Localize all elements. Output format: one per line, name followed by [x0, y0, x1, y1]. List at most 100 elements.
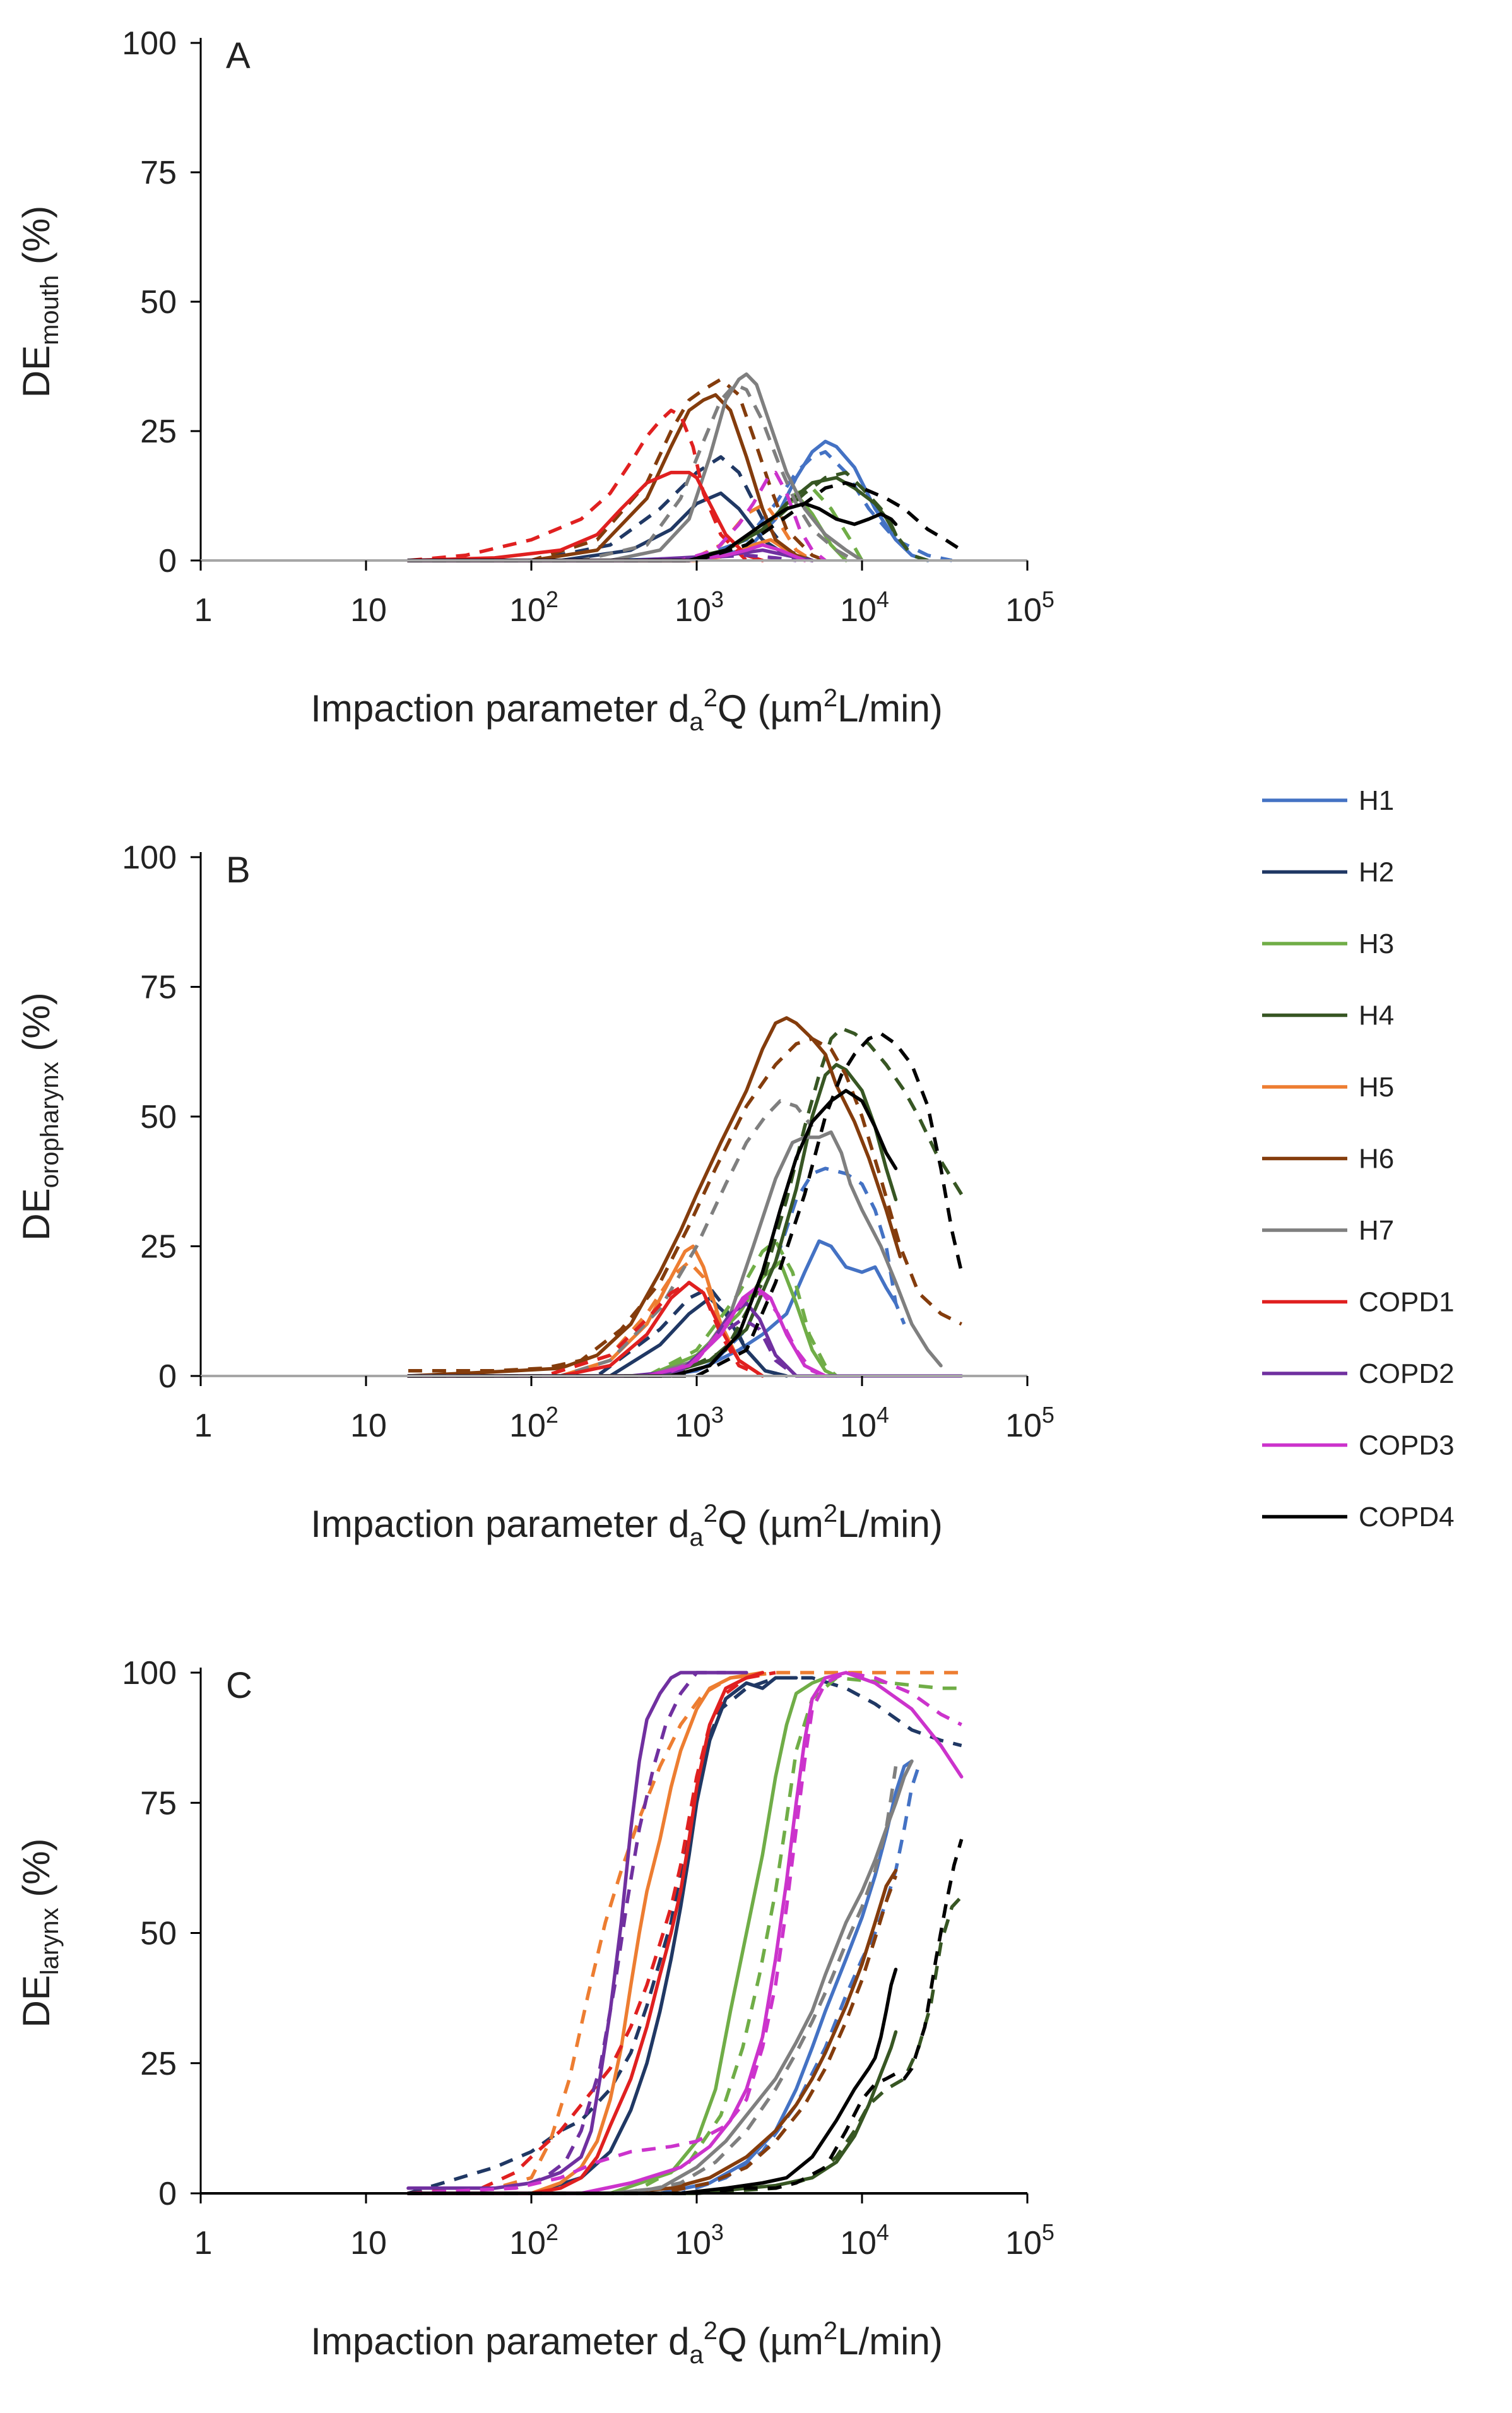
- legend-item-copd1: COPD1: [1262, 1287, 1455, 1318]
- panel-b-series: [406, 1016, 964, 1378]
- y-tick-label: 25: [140, 2046, 177, 2082]
- series-line-copd1-dashed: [408, 1671, 776, 2195]
- legend-item-h7: H7: [1262, 1215, 1394, 1246]
- x-tick-label: 103: [675, 1402, 724, 1444]
- x-tick-label: 10: [350, 592, 387, 629]
- series-line-h6-solid: [406, 1868, 898, 2195]
- series-line-h6-dashed: [408, 377, 826, 562]
- series-line-copd3-solid: [406, 1671, 964, 2195]
- legend-item-copd2: COPD2: [1262, 1358, 1455, 1389]
- series-line-h7-solid: [406, 372, 864, 562]
- legend-item-h5: H5: [1262, 1072, 1394, 1103]
- series-line-h4-dashed: [408, 1026, 964, 1378]
- x-tick-label: 105: [1005, 586, 1054, 629]
- legend-label: H2: [1359, 857, 1394, 888]
- series-line-h7-dashed: [408, 1766, 898, 2195]
- panel-letter: B: [226, 850, 251, 891]
- x-tick-label: 102: [509, 2219, 558, 2262]
- series-line-h6-dashed: [408, 1036, 962, 1373]
- series-line-h6-solid: [406, 1016, 902, 1378]
- y-axis-title: DElarynx (%): [15, 1838, 64, 2027]
- series-line-copd2-dashed: [408, 1671, 726, 2190]
- series-line-h1-dashed: [408, 450, 953, 562]
- series-line-copd3-dashed: [408, 470, 827, 562]
- series-line-h2-solid: [406, 1676, 798, 2195]
- series-line-h5-dashed: [408, 1671, 962, 2195]
- x-axis-title: Impaction parameter da​2​Q (µm2​L/min): [310, 2317, 943, 2369]
- panel-letter: C: [226, 1665, 252, 1706]
- x-tick-label: 105: [1005, 1402, 1054, 1444]
- x-tick-label: 1: [194, 592, 213, 629]
- legend-item-h6: H6: [1262, 1144, 1394, 1175]
- series-line-h7-solid: [406, 1759, 914, 2195]
- series-line-h7-dashed: [408, 1099, 814, 1378]
- series-line-h6-dashed: [408, 1875, 898, 2195]
- series-line-copd4-solid: [406, 1967, 898, 2195]
- x-tick-label: 10: [350, 1408, 387, 1444]
- legend-label: H3: [1359, 928, 1394, 959]
- y-axis-title: DEoropharynx (%): [15, 992, 64, 1240]
- legend-item-copd4: COPD4: [1262, 1502, 1455, 1533]
- y-tick-label: 0: [158, 1358, 177, 1395]
- series-line-copd1-dashed: [408, 408, 748, 562]
- series-line-copd4-solid: [406, 1089, 898, 1378]
- panel-letter: A: [226, 35, 251, 76]
- x-tick-label: 104: [840, 1402, 889, 1444]
- legend-label: COPD3: [1359, 1430, 1455, 1461]
- y-tick-label: 100: [122, 1655, 177, 1692]
- y-tick-label: 50: [140, 1099, 177, 1135]
- y-tick-label: 0: [158, 543, 177, 579]
- legend-item-h4: H4: [1262, 1000, 1394, 1031]
- legend-item-h1: H1: [1262, 785, 1394, 816]
- series-line-copd4-dashed: [408, 1839, 964, 2195]
- series-line-h3-dashed: [408, 1676, 962, 2195]
- y-tick-label: 25: [140, 413, 177, 450]
- chart-legend: H1 H2 H3 H4 H5 H6 H7 COPD1 COPD2 COPD3 COPD4: [1262, 785, 1455, 1533]
- legend-label: H7: [1359, 1215, 1394, 1246]
- series-line-copd4-dashed: [408, 481, 963, 562]
- series-line-copd1-solid: [406, 470, 765, 562]
- series-line-copd4-dashed: [408, 1031, 964, 1378]
- legend-label: COPD1: [1359, 1287, 1455, 1318]
- series-line-copd3-dashed: [408, 1291, 826, 1378]
- series-line-copd3-dashed: [408, 1671, 962, 2195]
- legend-label: H5: [1359, 1072, 1394, 1103]
- series-line-h6-solid: [406, 393, 814, 562]
- legend-label: H4: [1359, 1000, 1394, 1031]
- x-tick-label: 103: [675, 2219, 724, 2262]
- y-axis-title: DEmouth (%): [15, 206, 64, 398]
- legend-label: COPD4: [1359, 1502, 1455, 1533]
- panel-a: 0 25 50 75 100 1 10 102 103 104 105 A DEmouth (%) Imp…: [15, 25, 1054, 736]
- legend-item-copd3: COPD3: [1262, 1430, 1455, 1461]
- x-tick-label: 1: [194, 2225, 213, 2262]
- x-axis-title: Impaction parameter da​2​Q (µm2​L/min): [310, 684, 943, 736]
- panel-a-series: [406, 372, 963, 562]
- y-tick-label: 0: [158, 2176, 177, 2212]
- y-tick-label: 75: [140, 1785, 177, 1822]
- x-tick-label: 105: [1005, 2219, 1054, 2262]
- legend-item-h3: H3: [1262, 928, 1394, 959]
- x-tick-label: 1: [194, 1408, 213, 1444]
- series-line-h3-solid: [406, 1676, 827, 2195]
- panel-c-series: [406, 1671, 964, 2195]
- panel-c: 0 25 50 75 100 1 10 102 103 104 105 C DElarynx (%) Im…: [15, 1655, 1054, 2369]
- legend-label: H6: [1359, 1144, 1394, 1175]
- series-line-h2-dashed: [408, 1676, 962, 2195]
- series-line-h3-dashed: [408, 1239, 838, 1378]
- y-tick-label: 75: [140, 969, 177, 1006]
- legend-item-h2: H2: [1262, 857, 1394, 888]
- series-line-copd1-dashed: [408, 1281, 764, 1378]
- legend-label: COPD2: [1359, 1358, 1455, 1389]
- x-tick-label: 102: [509, 1402, 558, 1444]
- x-tick-label: 104: [840, 2219, 889, 2262]
- panel-b: 0 25 50 75 100 1 10 102 103 104 105 B DEoropharynx (…: [15, 839, 1054, 1551]
- y-tick-label: 50: [140, 1916, 177, 1952]
- series-line-copd2-solid: [406, 1671, 748, 2190]
- y-tick-label: 50: [140, 284, 177, 321]
- series-line-h1-dashed: [408, 1765, 921, 2195]
- series-line-h7-dashed: [408, 382, 856, 562]
- series-line-h1-dashed: [408, 1166, 906, 1378]
- y-tick-label: 100: [122, 839, 177, 876]
